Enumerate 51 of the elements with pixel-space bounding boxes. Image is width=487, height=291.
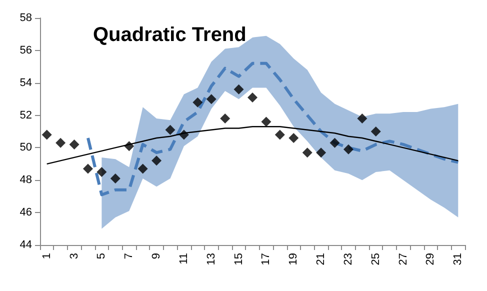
point [234,84,244,94]
x-tick-label: 5 [96,253,108,260]
y-tick-label: 58 [20,12,32,24]
point [178,130,189,140]
chart-title: Quadratic Trend [93,24,246,46]
point [370,126,381,136]
x-tick-label: 3 [68,253,80,260]
point [165,124,176,135]
point [69,139,80,150]
point [56,138,66,148]
point [302,148,312,158]
x-tick-label: 9 [150,253,163,260]
x-tick-label: 17 [260,253,272,266]
y-tick-label: 48 [20,174,32,186]
line-series [86,62,460,196]
point [42,130,52,140]
y-tick-label: 44 [20,239,32,251]
point [220,114,230,124]
point [343,144,354,154]
x-tick-label: 13 [205,253,218,266]
x-tick-label: 1 [40,253,53,260]
y-tick-label: 50 [20,142,32,154]
y-tick-label: 54 [20,76,32,89]
point [288,132,299,143]
point [357,114,368,124]
x-tick-label: 11 [178,253,190,264]
point [82,164,93,174]
point [274,130,285,140]
point [138,164,148,174]
point [206,94,216,104]
x-tick-label: 23 [342,253,354,266]
point [316,148,326,158]
y-tick-label: 46 [20,206,32,219]
y-tick-label: 56 [20,44,32,56]
point [110,174,120,184]
x-tick-label: 27 [397,253,410,266]
x-tick-label: 15 [232,253,245,266]
y-tick-label: 52 [20,109,32,122]
point [192,97,203,108]
x-tick-label: 21 [315,253,328,266]
x-tick-label: 19 [288,253,300,266]
point [261,116,272,127]
point [152,156,162,166]
point [124,141,134,152]
point [248,92,258,102]
x-tick-label: 31 [452,253,464,266]
point [96,167,107,178]
point [330,138,340,148]
x-tick-label: 29 [424,253,437,266]
x-tick-label: 7 [123,253,136,260]
x-tick-label: 25 [370,253,382,266]
